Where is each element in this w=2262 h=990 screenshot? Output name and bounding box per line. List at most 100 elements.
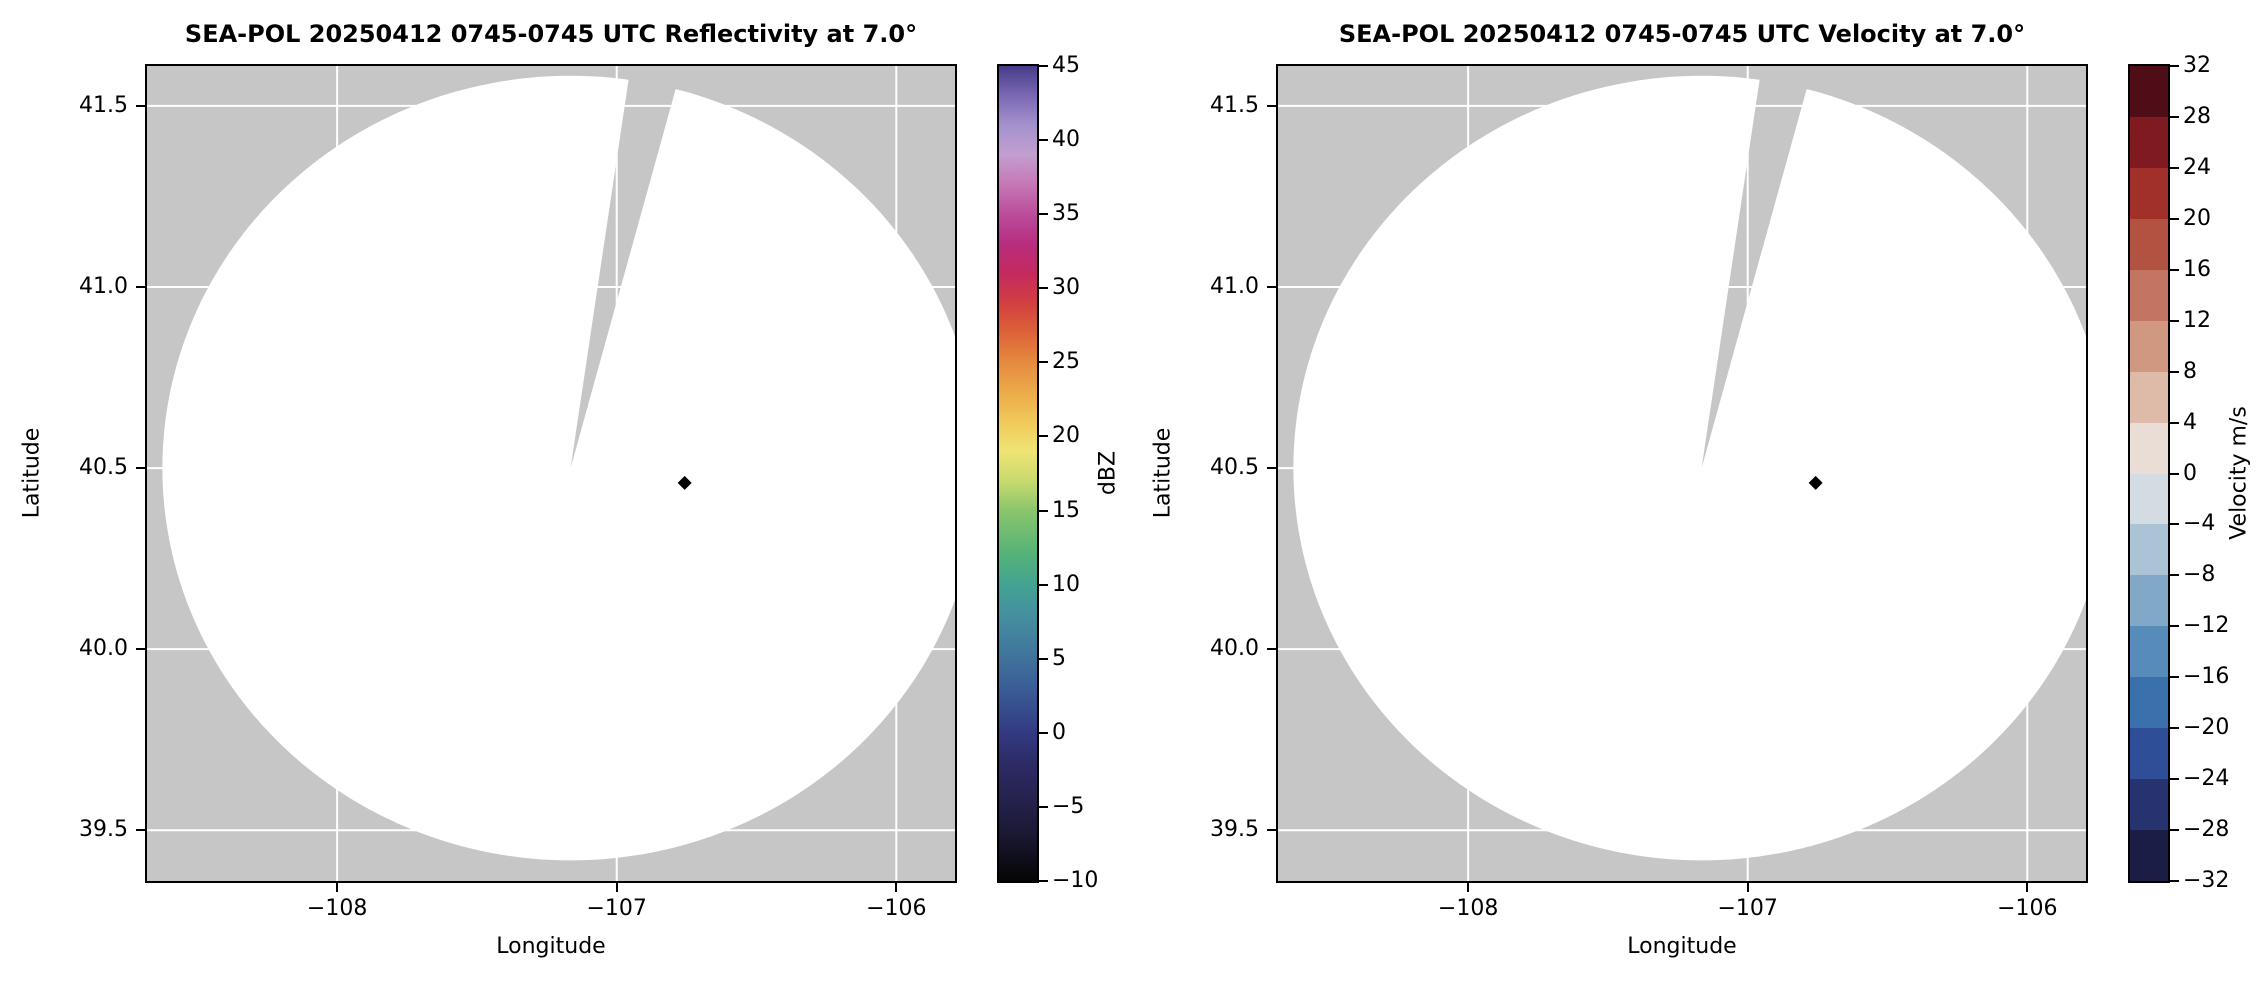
colorbar-tick — [2170, 421, 2179, 424]
colorbar-segment — [2130, 728, 2168, 780]
colorbar-tick-label: 40 — [1052, 127, 1080, 153]
y-tick — [1267, 829, 1276, 832]
x-tick — [615, 883, 618, 892]
colorbar-segment — [2130, 167, 2168, 219]
colorbar-tick-label: −8 — [2183, 562, 2216, 588]
y-tick-label: 40.0 — [1210, 636, 1259, 662]
y-tick — [1267, 285, 1276, 288]
colorbar-segment — [2130, 422, 2168, 474]
colorbar-tick — [1039, 65, 1048, 67]
x-tick-label: −106 — [1997, 896, 2058, 921]
colorbar-tick-label: 4 — [2183, 409, 2197, 435]
colorbar-tick-label: 24 — [2183, 154, 2211, 180]
colorbar-segment — [2130, 371, 2168, 423]
velocity-longitude-axis-label: Longitude — [1627, 934, 1737, 959]
reflectivity-title: SEA-POL 20250412 0745-0745 UTC Reflectiv… — [184, 20, 918, 48]
colorbar-tick-label: −4 — [2183, 511, 2216, 537]
reflectivity-latitude-axis-label: Latitude — [19, 427, 45, 519]
colorbar-tick-label: 25 — [1052, 349, 1080, 375]
reflectivity-panel: SEA-POL 20250412 0745-0745 UTC Reflectiv… — [19, 20, 1121, 959]
colorbar-tick-label: 10 — [1052, 571, 1080, 597]
colorbar-tick-label: −12 — [2183, 613, 2230, 639]
colorbar-segment — [2130, 66, 2168, 117]
colorbar-tick-label: 5 — [1052, 645, 1066, 671]
colorbar-tick-label: 30 — [1052, 275, 1080, 301]
colorbar-segment — [2130, 575, 2168, 627]
y-tick — [136, 467, 145, 470]
colorbar-tick-label: −20 — [2183, 715, 2230, 741]
radar-site-marker-icon — [677, 475, 692, 490]
velocity-colorbar-fill — [2130, 66, 2168, 881]
colorbar-tick-label: 0 — [1052, 719, 1066, 745]
colorbar-tick — [2170, 574, 2179, 577]
colorbar-tick-label: −32 — [2183, 868, 2230, 893]
colorbar-tick-label: 20 — [1052, 423, 1080, 449]
colorbar-tick — [2170, 166, 2179, 169]
velocity-title: SEA-POL 20250412 0745-0745 UTC Velocity … — [1338, 20, 2026, 48]
y-tick-label: 41.0 — [79, 273, 128, 299]
colorbar-tick-label: 45 — [1052, 53, 1080, 78]
x-tick-label: −108 — [1437, 896, 1499, 921]
colorbar-segment — [2130, 269, 2168, 321]
y-tick-label: 41.5 — [1210, 92, 1259, 118]
velocity-ppi-canvas — [1278, 66, 2086, 881]
colorbar-tick — [2170, 625, 2179, 628]
reflectivity-longitude-axis-label: Longitude — [496, 934, 606, 959]
x-tick — [1467, 883, 1470, 892]
colorbar-segment — [2130, 320, 2168, 372]
x-tick-label: −106 — [866, 896, 927, 921]
colorbar-tick — [2170, 829, 2179, 832]
velocity-latitude-axis-label: Latitude — [1150, 427, 1176, 519]
colorbar-segment — [2130, 524, 2168, 576]
y-tick — [136, 829, 145, 832]
colorbar-tick — [1039, 361, 1048, 364]
colorbar-tick — [1039, 657, 1048, 660]
colorbar-tick-label: 15 — [1052, 497, 1080, 523]
colorbar-tick-label: 20 — [2183, 205, 2211, 231]
colorbar-tick-label: −24 — [2183, 766, 2230, 792]
y-tick — [1267, 648, 1276, 651]
colorbar-tick — [2170, 370, 2179, 373]
colorbar-tick — [1039, 287, 1048, 290]
x-tick — [1746, 883, 1749, 892]
colorbar-tick-label: 12 — [2183, 307, 2211, 333]
colorbar-tick — [1039, 880, 1048, 882]
y-tick-label: 40.5 — [79, 455, 128, 481]
reflectivity-colorbar-unit-label: dBZ — [1095, 450, 1121, 496]
colorbar-tick — [2170, 319, 2179, 322]
colorbar-tick — [1039, 213, 1048, 216]
y-tick — [136, 648, 145, 651]
y-tick — [1267, 467, 1276, 470]
x-tick — [336, 883, 339, 892]
x-tick-label: −108 — [306, 896, 368, 921]
colorbar-tick — [2170, 880, 2179, 882]
colorbar-tick — [2170, 115, 2179, 118]
colorbar-segment — [2130, 626, 2168, 678]
colorbar-tick-label: −5 — [1052, 793, 1085, 819]
colorbar-tick — [2170, 676, 2179, 679]
colorbar-tick-label: 28 — [2183, 103, 2211, 129]
colorbar-tick-label: 35 — [1052, 201, 1080, 227]
y-tick-label: 41.0 — [1210, 273, 1259, 299]
colorbar-tick-label: 16 — [2183, 256, 2211, 282]
velocity-plot-area — [1276, 64, 2088, 883]
colorbar-tick — [2170, 217, 2179, 220]
y-tick-label: 40.0 — [79, 636, 128, 662]
y-tick-label: 40.5 — [1210, 455, 1259, 481]
velocity-colorbar — [2128, 64, 2170, 883]
colorbar-tick — [2170, 472, 2179, 475]
colorbar-tick — [2170, 268, 2179, 271]
y-tick-label: 39.5 — [79, 817, 128, 843]
colorbar-tick — [1039, 583, 1048, 586]
y-tick — [136, 285, 145, 288]
colorbar-segment — [2130, 677, 2168, 729]
y-tick-label: 41.5 — [79, 92, 128, 118]
colorbar-tick — [2170, 727, 2179, 730]
colorbar-segment — [2130, 473, 2168, 525]
colorbar-tick-label: −10 — [1052, 868, 1099, 893]
y-tick — [136, 104, 145, 107]
x-tick-label: −107 — [1717, 896, 1778, 921]
reflectivity-plot-area — [145, 64, 957, 883]
colorbar-tick — [1039, 731, 1048, 734]
